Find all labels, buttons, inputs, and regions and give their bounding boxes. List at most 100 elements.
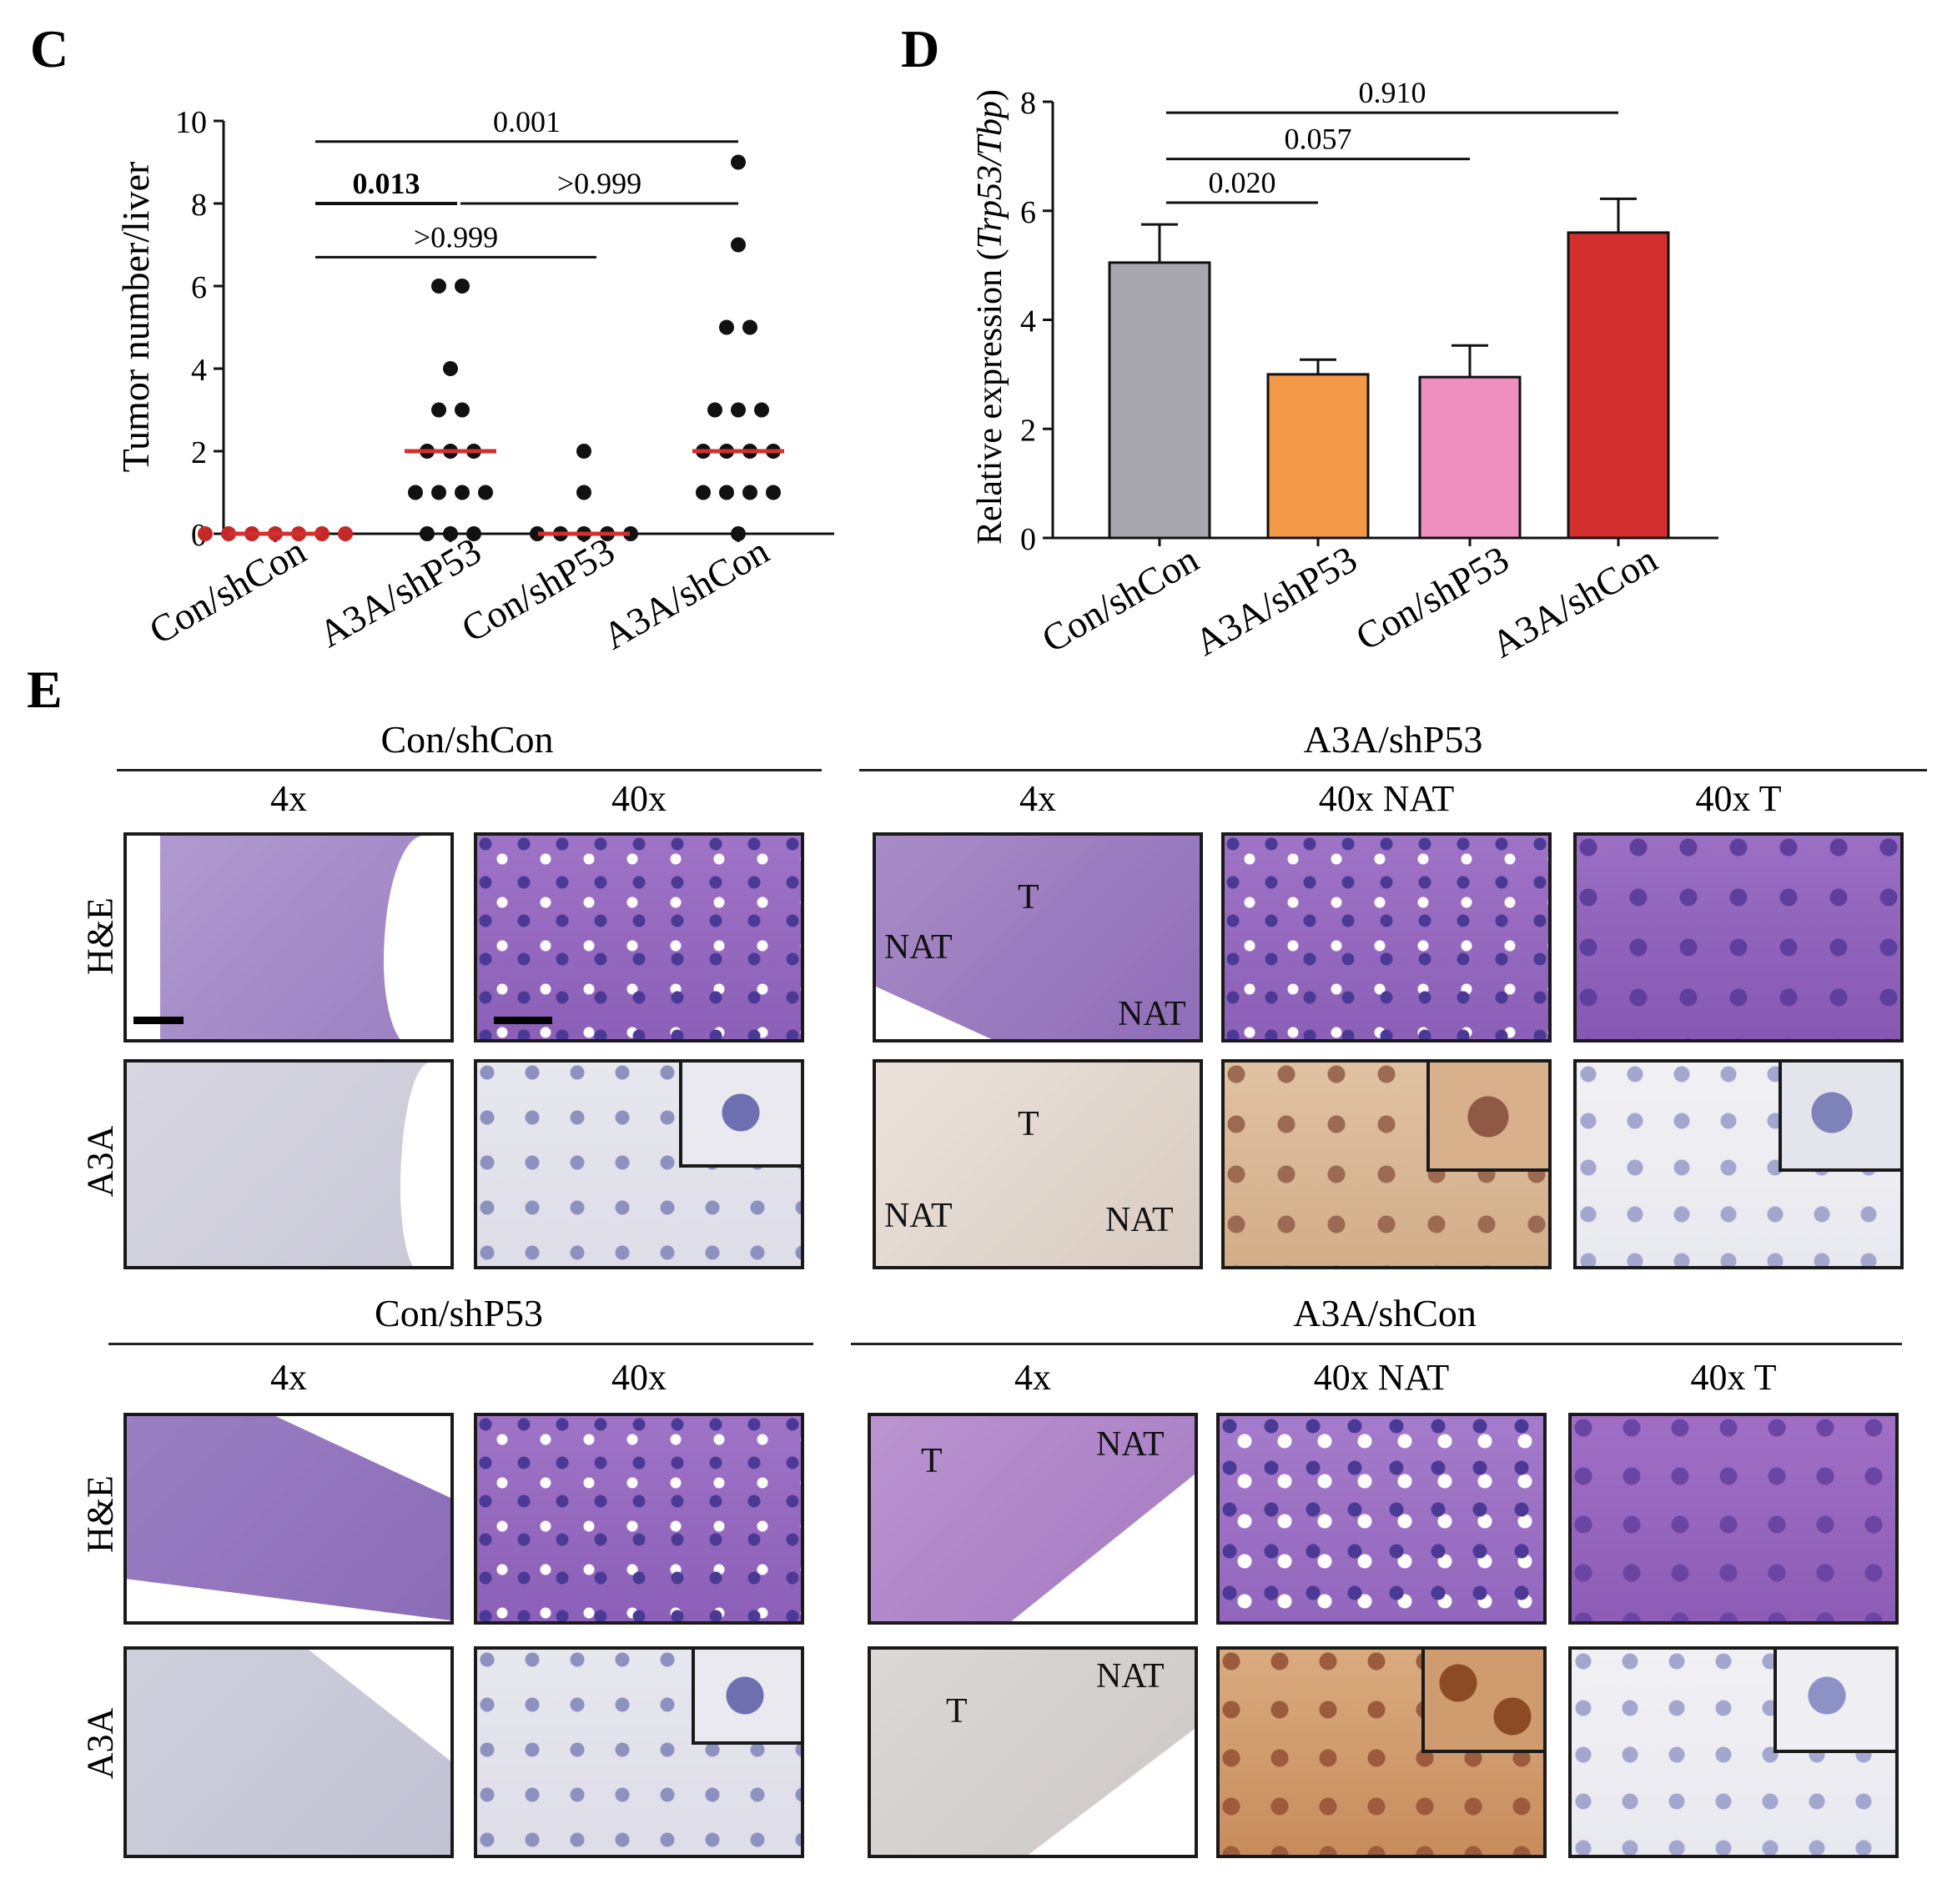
column-label-4x: 4x: [270, 778, 307, 819]
x-tick-label: Con/shCon: [142, 529, 313, 652]
x-tick-label: A3A/shCon: [596, 529, 776, 657]
p-value-label: >0.999: [557, 167, 641, 200]
data-point: [478, 485, 493, 500]
region-label-nat: NAT: [884, 928, 953, 967]
data-point: [766, 485, 781, 500]
x-tick-label: A3A/shCon: [1484, 537, 1664, 666]
p-value-label: 0.013: [353, 167, 420, 200]
magnified-inset: [1773, 1650, 1895, 1753]
magnified-inset: [1421, 1650, 1543, 1753]
micrograph-a3a-shp53-he-40x-nat: [1221, 832, 1552, 1042]
row-label-a3a: A3A: [79, 1707, 121, 1780]
data-point: [466, 526, 481, 541]
row-label-he: H&E: [79, 1475, 121, 1553]
group-title-con-shp53: Con/shP53: [375, 1292, 543, 1334]
micrograph-a3a-shcon-a3a-4x: T NAT: [868, 1646, 1198, 1858]
scale-bar: [494, 1017, 552, 1024]
region-label-tumor: T: [946, 1692, 968, 1731]
data-point: [742, 485, 757, 500]
data-point: [443, 361, 458, 376]
region-label-nat: NAT: [884, 1197, 953, 1235]
data-point: [314, 526, 330, 541]
background-region: [384, 836, 450, 1039]
tumor-number-chart: Tumor number/liver 0246810Con/shConA3A/s…: [114, 105, 834, 658]
magnified-inset: [679, 1063, 801, 1168]
micrograph-a3a-shcon-a3a-40x-t: [1568, 1646, 1899, 1858]
data-point: [431, 279, 446, 294]
micrograph-a3a-shcon-a3a-40x-nat: [1216, 1646, 1547, 1858]
magnified-inset: [1779, 1063, 1900, 1172]
data-point: [623, 526, 638, 541]
micrograph-con-shcon-he-40x: [474, 832, 804, 1042]
data-point: [455, 402, 470, 418]
y-axis-label: Tumor number/liver: [114, 162, 157, 473]
data-point: [198, 526, 213, 541]
region-label-nat: NAT: [1096, 1425, 1165, 1464]
micrograph-con-shp53-he-40x: [474, 1413, 804, 1625]
region-label-tumor: T: [1018, 878, 1039, 917]
data-point: [731, 526, 746, 541]
data-point: [754, 402, 769, 418]
data-point: [455, 279, 470, 294]
column-label-40x: 40x: [611, 778, 667, 819]
p-value-label: >0.999: [414, 220, 498, 254]
column-label-40x-nat: 40x NAT: [1318, 778, 1455, 819]
x-tick-label: A3A/shP53: [1188, 537, 1364, 664]
background-region: [127, 836, 160, 1039]
background-region: [308, 1650, 450, 1766]
micrograph-a3a-shp53-he-40x-t: [1573, 832, 1904, 1042]
bar: [1418, 375, 1522, 540]
micrograph-a3a-shp53-he-4x: T NAT NAT: [873, 832, 1203, 1042]
region-label-tumor: T: [1018, 1105, 1039, 1143]
column-label-40x-t: 40x T: [1690, 1357, 1777, 1398]
micrograph-a3a-shcon-he-40x-nat: [1216, 1413, 1547, 1625]
group-title-a3a-shp53: A3A/shP53: [1303, 718, 1483, 761]
data-point: [719, 319, 734, 335]
magnified-inset: [1426, 1063, 1548, 1172]
group-title-a3a-shcon: A3A/shCon: [1293, 1292, 1477, 1334]
row-label-he: H&E: [79, 897, 121, 975]
data-point: [731, 402, 746, 418]
micrograph-a3a-shcon-he-40x-t: [1568, 1413, 1899, 1625]
y-tick-label: 2: [1020, 413, 1036, 448]
bar: [1567, 231, 1670, 540]
background-region: [400, 1063, 450, 1266]
micrograph-con-shcon-a3a-40x: [474, 1059, 804, 1269]
micrograph-con-shcon-a3a-4x: [123, 1059, 454, 1269]
micrograph-con-shp53-a3a-4x: [123, 1646, 454, 1858]
y-tick-label: 6: [191, 270, 207, 305]
micrograph-a3a-shp53-a3a-4x: T NAT NAT: [873, 1059, 1203, 1269]
data-point: [408, 485, 423, 500]
y-tick-label: 8: [191, 188, 207, 223]
p-value-label: 0.020: [1209, 166, 1276, 199]
p-value-label: 0.910: [1359, 76, 1426, 109]
data-point: [731, 154, 746, 170]
bar: [1266, 373, 1370, 540]
data-point: [742, 319, 757, 335]
column-label-40x: 40x: [611, 1357, 667, 1398]
region-label-nat: NAT: [1105, 1201, 1174, 1239]
data-point: [576, 444, 591, 459]
micrograph-a3a-shp53-a3a-40x-t: [1573, 1059, 1904, 1269]
column-label-4x: 4x: [1014, 1357, 1051, 1398]
y-tick-label: 2: [191, 435, 207, 470]
micrograph-con-shp53-he-4x: [123, 1413, 454, 1625]
panel-label-d: D: [901, 19, 940, 78]
row-label-a3a: A3A: [79, 1125, 121, 1198]
magnified-inset: [692, 1650, 801, 1745]
y-axis-label: Relative expression (Trp53/Tbp): [971, 89, 1009, 545]
panel-label-e: E: [27, 660, 63, 719]
x-tick-label: Con/shCon: [1034, 537, 1205, 661]
p-value-label: 0.001: [493, 105, 561, 138]
group-title-con-shcon: Con/shCon: [380, 718, 554, 761]
micrograph-a3a-shcon-he-4x: T NAT: [868, 1413, 1198, 1625]
data-point: [420, 526, 435, 541]
data-point: [431, 485, 446, 500]
data-point: [431, 402, 446, 418]
region-label-nat: NAT: [1096, 1657, 1165, 1696]
micrograph-con-shp53-a3a-40x: [474, 1646, 804, 1858]
column-label-40x-nat: 40x NAT: [1313, 1357, 1450, 1398]
group-rule: [117, 769, 822, 771]
data-point: [576, 485, 591, 500]
data-point: [719, 485, 734, 500]
